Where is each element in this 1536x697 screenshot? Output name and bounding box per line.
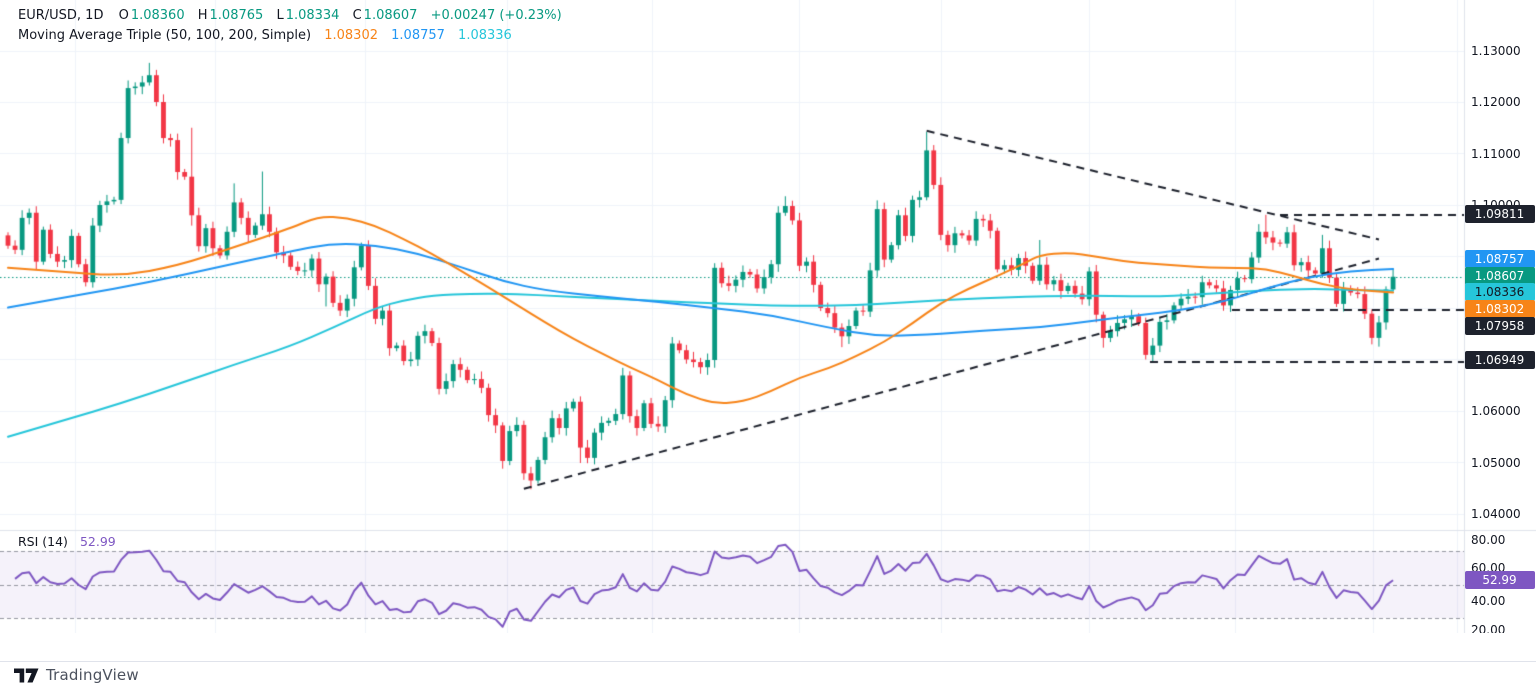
change-value: +0.00247 (+0.23%) xyxy=(430,8,562,23)
ma100-value: 1.08757 xyxy=(391,28,445,43)
rsi-legend-row[interactable]: RSI (14) 52.99 xyxy=(18,534,116,549)
tradingview-logo-icon xyxy=(14,667,39,684)
rsi-axis-label: 80.00 xyxy=(1471,533,1506,547)
rsi-axis-label: 40.00 xyxy=(1471,594,1506,609)
price-axis-label: 1.04000 xyxy=(1471,507,1521,521)
rsi-indicator-title: RSI (14) xyxy=(18,534,68,549)
price-axis-label: 1.06000 xyxy=(1471,404,1521,418)
high-value: 1.08765 xyxy=(209,8,264,23)
ma200-value: 1.08336 xyxy=(458,28,512,43)
footer-branding[interactable]: TradingView xyxy=(14,666,139,684)
open-value: 1.08360 xyxy=(130,8,185,23)
close-label: C xyxy=(352,8,362,23)
price-badge: 1.08336 xyxy=(1464,283,1535,301)
rsi-value: 52.99 xyxy=(79,534,116,549)
tradingview-logo-text: TradingView xyxy=(46,666,139,684)
close-value: 1.08607 xyxy=(363,8,418,23)
time-axis[interactable]: JulAugSepOctNovDec2024FebMarApr17 xyxy=(0,633,1536,661)
symbol-title: EUR/USD, 1D xyxy=(18,8,104,23)
ma-legend-row[interactable]: Moving Average Triple (50, 100, 200, Sim… xyxy=(18,28,512,43)
open-label: O xyxy=(118,8,129,23)
low-value: 1.08334 xyxy=(285,8,340,23)
symbol-legend-row[interactable]: EUR/USD, 1D O 1.08360 H 1.08765 L 1.08334 C… xyxy=(18,8,562,23)
price-badge: 1.08757 xyxy=(1464,250,1535,268)
price-badge: 1.09811 xyxy=(1464,205,1535,223)
high-label: H xyxy=(197,8,208,23)
ma-indicator-title: Moving Average Triple (50, 100, 200, Sim… xyxy=(18,28,312,43)
price-badge: 1.06949 xyxy=(1464,351,1535,369)
price-chart-canvas[interactable] xyxy=(0,0,1536,662)
price-badge: 1.07958 xyxy=(1464,317,1535,335)
price-badge: 1.08607 xyxy=(1464,267,1535,285)
ma50-value: 1.08302 xyxy=(324,28,378,43)
price-axis-label: 1.13000 xyxy=(1471,43,1521,58)
price-axis-label: 1.12000 xyxy=(1471,95,1521,109)
price-axis-label: 1.11000 xyxy=(1471,146,1521,161)
price-badge: 52.99 xyxy=(1464,571,1535,589)
price-badge: 1.08302 xyxy=(1464,300,1535,318)
price-axis-label: 1.05000 xyxy=(1471,455,1521,470)
low-label: L xyxy=(276,8,284,23)
